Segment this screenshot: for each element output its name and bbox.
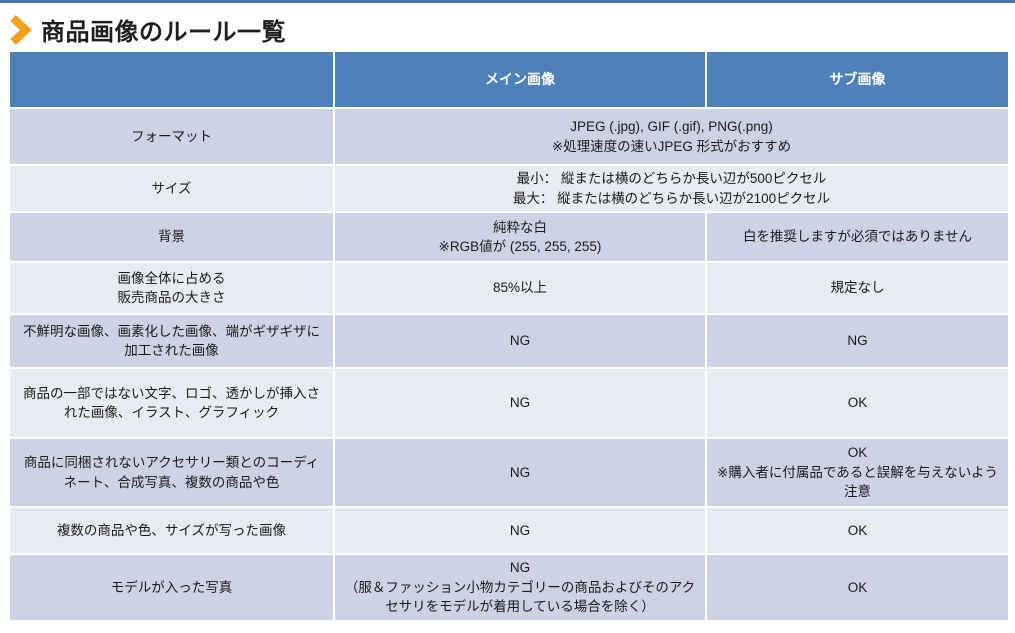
table-row-format: フォーマット JPEG (.jpg), GIF (.gif), PNG(.png… xyxy=(8,107,1010,166)
cell-main-value: NG （服＆ファッション小物カテゴリーの商品およびそのアクセサリをモデルが着用し… xyxy=(333,553,707,622)
row-label: サイズ xyxy=(8,163,335,214)
table-row-model-photo: モデルが入った写真 NG （服＆ファッション小物カテゴリーの商品およびそのアクセ… xyxy=(8,553,1010,622)
chevron-right-icon xyxy=(10,14,32,45)
cell-sub-value: NG xyxy=(705,313,1010,370)
table-row-product-coverage: 画像全体に占める 販売商品の大きさ 85%以上 規定なし xyxy=(8,261,1010,316)
row-label: モデルが入った写真 xyxy=(8,553,335,622)
cell-merged-value: 最小： 縦または横のどちらか長い辺が500ピクセル 最大： 縦または横のどちらか… xyxy=(333,163,1010,214)
table-row-accessories-composite: 商品に同梱されないアクセサリー類とのコーディネート、合成写真、複数の商品や色 N… xyxy=(8,437,1010,509)
cell-main-value: 85%以上 xyxy=(333,261,707,316)
cell-sub-value: OK xyxy=(705,553,1010,622)
cell-main-value: NG xyxy=(333,506,707,556)
table-row-multiple-products: 複数の商品や色、サイズが写った画像 NG OK xyxy=(8,506,1010,556)
cell-merged-value: JPEG (.jpg), GIF (.gif), PNG(.png) ※処理速度… xyxy=(333,107,1010,166)
column-header-main-image: メイン画像 xyxy=(333,50,707,109)
cell-sub-value: 規定なし xyxy=(705,261,1010,316)
cell-main-value: NG xyxy=(333,367,707,440)
image-rules-table: メイン画像 サブ画像 フォーマット JPEG (.jpg), GIF (.gif… xyxy=(8,50,1010,622)
cell-main-value: 純粋な白 ※RGB値が (255, 255, 255) xyxy=(333,211,707,264)
page-title: 商品画像のルール一覧 xyxy=(41,19,286,46)
table-header-row: メイン画像 サブ画像 xyxy=(8,50,1010,109)
page-header: 商品画像のルール一覧 xyxy=(10,12,286,47)
table-row-text-logo-watermark: 商品の一部ではない文字、ロゴ、透かしが挿入された画像、イラスト、グラフィック N… xyxy=(8,367,1010,440)
row-label: 商品の一部ではない文字、ロゴ、透かしが挿入された画像、イラスト、グラフィック xyxy=(8,367,335,440)
row-label: フォーマット xyxy=(8,107,335,166)
row-label: 画像全体に占める 販売商品の大きさ xyxy=(8,261,335,316)
cell-main-value: NG xyxy=(333,313,707,370)
column-header-sub-image: サブ画像 xyxy=(705,50,1010,109)
column-header-empty xyxy=(8,50,335,109)
cell-sub-value: OK ※購入者に付属品であると誤解を与えないよう注意 xyxy=(705,437,1010,509)
row-label: 背景 xyxy=(8,211,335,264)
row-label: 不鮮明な画像、画素化した画像、端がギザギザに加工された画像 xyxy=(8,313,335,370)
table-row-size: サイズ 最小： 縦または横のどちらか長い辺が500ピクセル 最大： 縦または横の… xyxy=(8,163,1010,214)
cell-main-value: NG xyxy=(333,437,707,509)
table-row-background: 背景 純粋な白 ※RGB値が (255, 255, 255) 白を推奨しますが必… xyxy=(8,211,1010,264)
row-label: 複数の商品や色、サイズが写った画像 xyxy=(8,506,335,556)
cell-sub-value: OK xyxy=(705,367,1010,440)
table-row-blurry-images: 不鮮明な画像、画素化した画像、端がギザギザに加工された画像 NG NG xyxy=(8,313,1010,370)
cell-sub-value: OK xyxy=(705,506,1010,556)
row-label: 商品に同梱されないアクセサリー類とのコーディネート、合成写真、複数の商品や色 xyxy=(8,437,335,509)
cell-sub-value: 白を推奨しますが必須ではありません xyxy=(705,211,1010,264)
top-accent-line xyxy=(0,0,1015,3)
